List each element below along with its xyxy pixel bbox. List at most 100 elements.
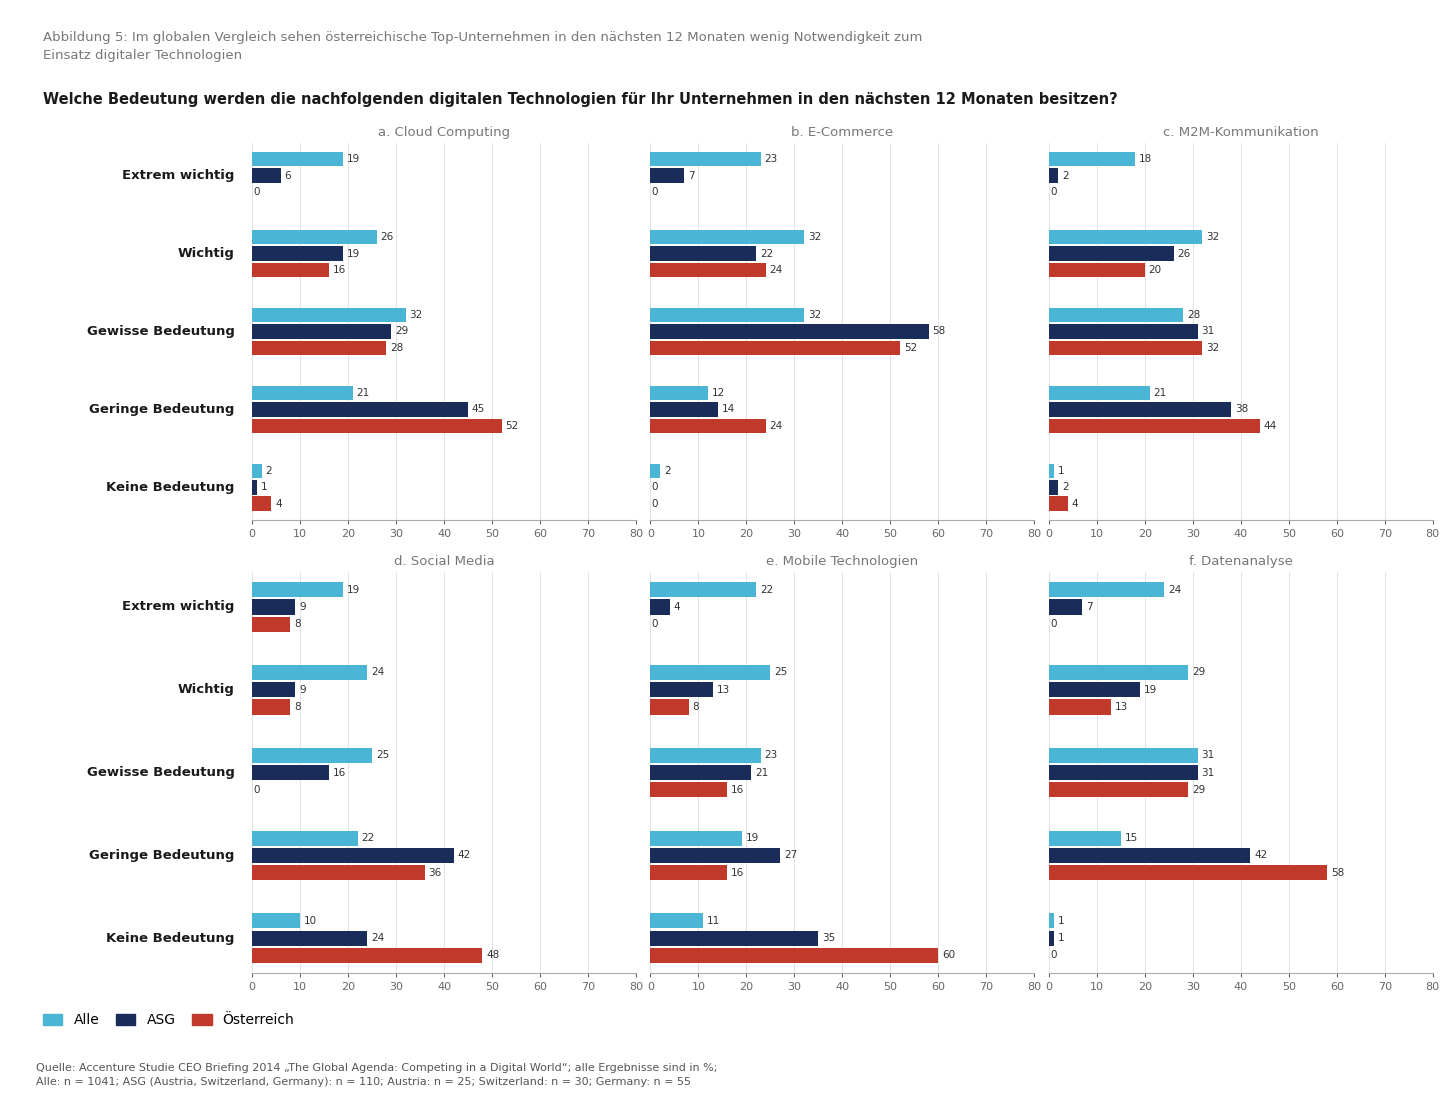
- Text: 38: 38: [1236, 405, 1248, 415]
- Text: 1: 1: [1057, 466, 1064, 476]
- Text: 29: 29: [1192, 785, 1205, 795]
- Text: 21: 21: [1153, 388, 1166, 398]
- Text: 31: 31: [1201, 326, 1215, 337]
- Bar: [1048, 582, 1164, 597]
- Text: 2: 2: [1063, 171, 1068, 181]
- Text: 32: 32: [409, 311, 423, 320]
- Bar: [1048, 831, 1120, 845]
- Text: 16: 16: [333, 265, 346, 275]
- Bar: [651, 582, 756, 597]
- Bar: [252, 402, 468, 417]
- Bar: [651, 152, 760, 167]
- Bar: [1048, 152, 1135, 167]
- Text: 8: 8: [294, 702, 301, 712]
- Bar: [1048, 865, 1328, 880]
- Text: 19: 19: [347, 585, 360, 595]
- Bar: [1048, 665, 1188, 680]
- Text: 19: 19: [1143, 684, 1158, 694]
- Text: 7: 7: [1086, 601, 1093, 612]
- Text: 29: 29: [1192, 667, 1205, 678]
- Bar: [252, 496, 271, 511]
- Text: Keine Bedeutung: Keine Bedeutung: [107, 931, 235, 945]
- Text: 9: 9: [300, 601, 305, 612]
- Text: 18: 18: [1139, 154, 1152, 164]
- Text: Gewisse Bedeutung: Gewisse Bedeutung: [86, 766, 235, 779]
- Text: 22: 22: [760, 585, 773, 595]
- Title: f. Datenanalyse: f. Datenanalyse: [1189, 556, 1293, 568]
- Title: d. Social Media: d. Social Media: [393, 556, 494, 568]
- Bar: [651, 309, 804, 322]
- Text: Keine Bedeutung: Keine Bedeutung: [107, 481, 235, 494]
- Text: 0: 0: [652, 619, 658, 629]
- Bar: [252, 847, 454, 863]
- Text: Geringe Bedeutung: Geringe Bedeutung: [89, 402, 235, 416]
- Text: 0: 0: [1050, 619, 1057, 629]
- Bar: [1048, 682, 1140, 698]
- Text: 25: 25: [376, 750, 389, 760]
- Bar: [252, 913, 300, 928]
- Bar: [252, 324, 392, 339]
- Text: Extrem wichtig: Extrem wichtig: [122, 169, 235, 182]
- Bar: [252, 464, 262, 479]
- Text: 27: 27: [783, 851, 798, 861]
- Text: 36: 36: [429, 868, 442, 878]
- Text: 32: 32: [1207, 233, 1220, 243]
- Text: 0: 0: [253, 187, 261, 197]
- Bar: [252, 700, 291, 714]
- Text: 0: 0: [652, 187, 658, 197]
- Text: 21: 21: [755, 768, 769, 777]
- Text: 0: 0: [652, 482, 658, 492]
- Bar: [1048, 169, 1058, 182]
- Text: 32: 32: [1207, 343, 1220, 352]
- Text: 48: 48: [487, 950, 500, 960]
- Bar: [252, 386, 353, 400]
- Text: 2: 2: [265, 466, 272, 476]
- Text: 4: 4: [674, 601, 680, 612]
- Bar: [651, 169, 684, 182]
- Text: 22: 22: [361, 833, 374, 843]
- Bar: [252, 309, 406, 322]
- Bar: [252, 169, 281, 182]
- Text: 8: 8: [294, 619, 301, 629]
- Bar: [651, 831, 742, 845]
- Bar: [651, 682, 713, 698]
- Bar: [1048, 599, 1083, 615]
- Text: 35: 35: [822, 934, 835, 944]
- Text: 31: 31: [1201, 750, 1215, 760]
- Text: 19: 19: [347, 248, 360, 258]
- Bar: [1048, 765, 1198, 780]
- Text: 28: 28: [390, 343, 403, 352]
- Bar: [651, 913, 703, 928]
- Bar: [1048, 324, 1198, 339]
- Bar: [252, 481, 256, 494]
- Bar: [252, 831, 357, 845]
- Bar: [252, 617, 291, 632]
- Bar: [1048, 386, 1149, 400]
- Text: Gewisse Bedeutung: Gewisse Bedeutung: [86, 325, 235, 338]
- Text: 52: 52: [505, 420, 518, 430]
- Text: 10: 10: [304, 916, 317, 926]
- Bar: [1048, 913, 1054, 928]
- Text: 44: 44: [1264, 420, 1277, 430]
- Bar: [1048, 481, 1058, 494]
- Text: 16: 16: [732, 785, 744, 795]
- Bar: [651, 246, 756, 260]
- Text: 0: 0: [1050, 950, 1057, 960]
- Text: 26: 26: [380, 233, 395, 243]
- Text: 4: 4: [1071, 499, 1079, 509]
- Title: c. M2M-Kommunikation: c. M2M-Kommunikation: [1164, 126, 1319, 139]
- Text: 9: 9: [300, 684, 305, 694]
- Text: 16: 16: [732, 868, 744, 878]
- Text: 16: 16: [333, 768, 346, 777]
- Text: 60: 60: [942, 950, 955, 960]
- Bar: [1048, 263, 1145, 277]
- Bar: [252, 152, 343, 167]
- Bar: [252, 765, 328, 780]
- Bar: [252, 246, 343, 260]
- Text: 15: 15: [1125, 833, 1138, 843]
- Text: 25: 25: [775, 667, 788, 678]
- Bar: [252, 263, 328, 277]
- Bar: [651, 865, 727, 880]
- Text: 0: 0: [1050, 187, 1057, 197]
- Bar: [651, 341, 900, 354]
